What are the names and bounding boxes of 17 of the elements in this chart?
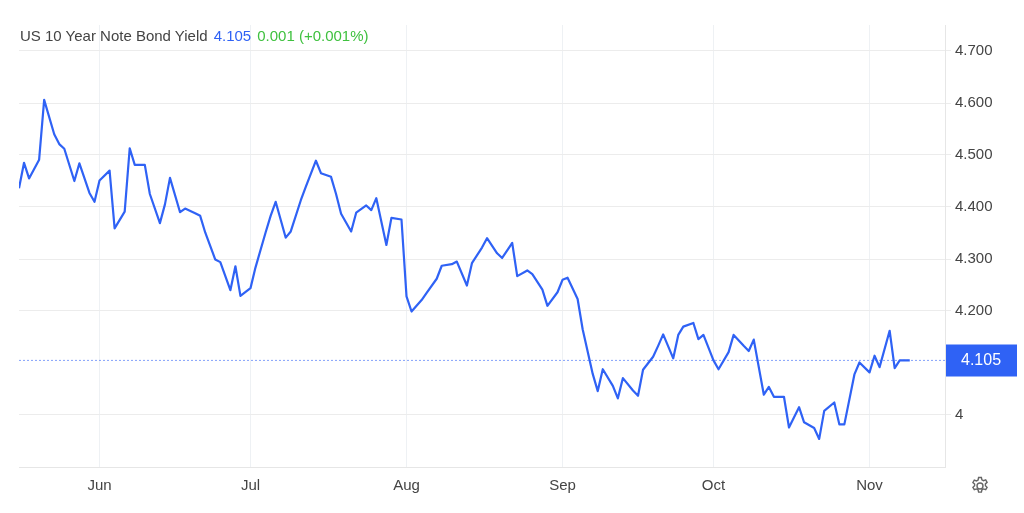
y-tick-label: 4.700 [955, 41, 993, 59]
y-tick-label: 4.400 [955, 197, 993, 215]
x-tick-label: Sep [549, 476, 576, 494]
x-tick-label: Jun [87, 476, 112, 494]
x-tick-label: Nov [856, 476, 884, 494]
y-tick-label: 4.200 [955, 301, 993, 319]
y-tick-label: 4.300 [955, 249, 993, 267]
annotation: 0.001 (+0.001%) [257, 27, 369, 44]
x-tick-label: Aug [393, 476, 420, 494]
y-tick-label: 4.500 [955, 145, 993, 163]
chart-title: US 10 Year Note Bond Yield [20, 27, 208, 44]
x-tick-label: Jul [240, 476, 261, 494]
ref-line-label: 4.105 [960, 350, 1002, 368]
y-tick-label: 4 [955, 405, 964, 423]
y-tick-label: 4.600 [955, 93, 993, 111]
x-tick-label: Oct [701, 476, 726, 494]
annotation: 4.105 [213, 27, 252, 44]
